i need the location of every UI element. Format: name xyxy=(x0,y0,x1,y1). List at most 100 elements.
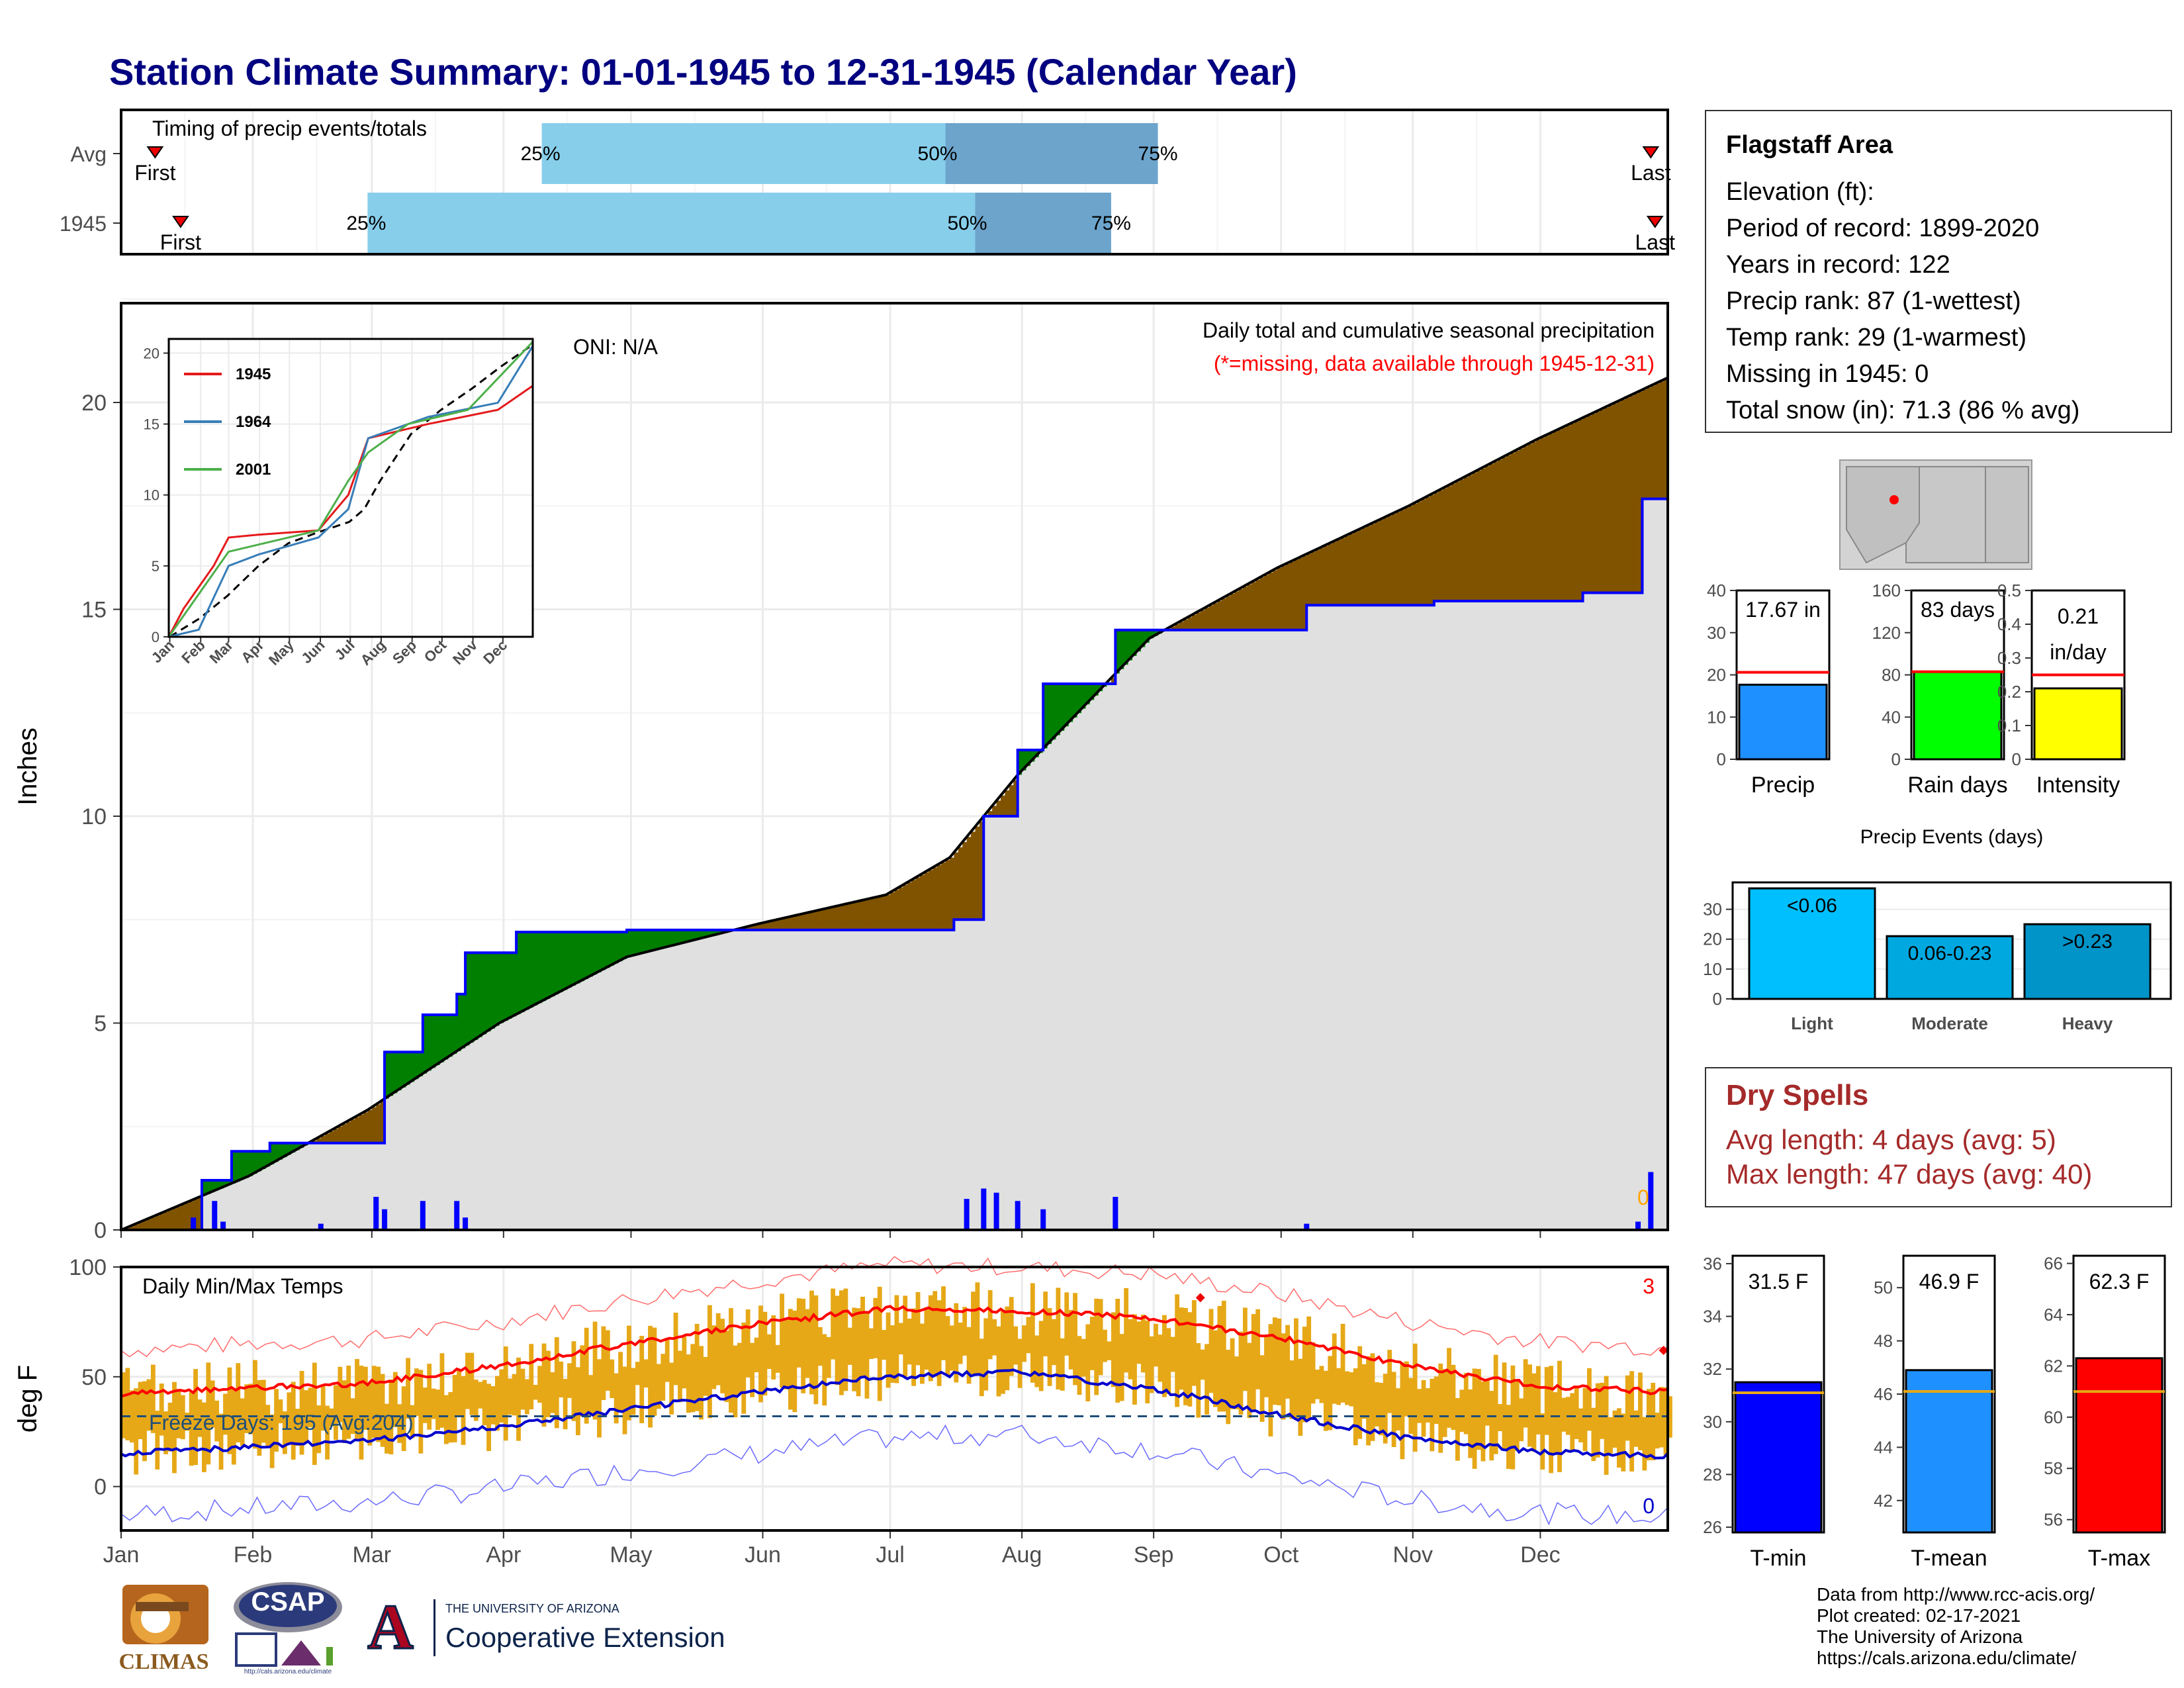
surplus-area xyxy=(597,932,602,972)
cumulative-area xyxy=(1531,601,1537,1230)
deficit-area xyxy=(1370,524,1375,606)
cumulative-area xyxy=(1132,655,1138,1230)
surplus-area xyxy=(1030,750,1035,762)
deficit-area xyxy=(1183,619,1189,630)
deficit-area xyxy=(975,826,980,920)
cumulative-area xyxy=(461,1048,466,1230)
x-tick-label: Dec xyxy=(1520,1542,1560,1568)
cumulative-area xyxy=(601,970,606,1230)
deficit-area xyxy=(1187,617,1193,630)
cumulative-area xyxy=(1217,630,1222,1230)
surplus-area xyxy=(1115,630,1120,674)
cumulative-area xyxy=(1068,722,1073,1230)
record-marker xyxy=(1659,1346,1668,1356)
deficit-area xyxy=(1298,557,1303,630)
inset-y-tick: 20 xyxy=(144,345,159,361)
daily-temp-bar xyxy=(1154,1323,1158,1367)
daily-temp-bar xyxy=(1073,1293,1077,1385)
cumulative-area xyxy=(1502,601,1507,1230)
cumulative-area xyxy=(1221,630,1226,1230)
deficit-area xyxy=(1600,409,1605,593)
surplus-area xyxy=(639,929,645,954)
cumulative-area xyxy=(227,1185,232,1230)
daily-temp-bar xyxy=(639,1336,645,1423)
daily-precip-bar xyxy=(981,1188,987,1230)
cumulative-area xyxy=(278,1159,283,1230)
surplus-area xyxy=(656,929,661,950)
timing-bar-q2 xyxy=(945,123,1158,184)
summary-y-tick: 0.2 xyxy=(1997,682,2021,702)
surplus-area xyxy=(1068,684,1073,722)
daily-temp-bar xyxy=(945,1316,950,1376)
timing-row-label: Avg xyxy=(70,142,107,166)
summary-y-tick: 0 xyxy=(1891,749,1901,769)
deficit-area xyxy=(775,919,780,930)
daily-temp-bar xyxy=(664,1338,670,1382)
record-high-count: 3 xyxy=(1643,1274,1655,1298)
surplus-area xyxy=(410,1052,415,1082)
deficit-area xyxy=(1361,528,1367,606)
surplus-area xyxy=(660,929,666,949)
surplus-area xyxy=(287,1143,292,1155)
cumulative-area xyxy=(1638,592,1643,1230)
daily-temp-bar xyxy=(1230,1338,1235,1409)
daily-temp-bar xyxy=(1587,1368,1592,1431)
deficit-area xyxy=(1459,479,1465,601)
info-line: Total snow (in): 71.3 (86 % avg) xyxy=(1726,397,2080,424)
cumulative-area xyxy=(1052,739,1057,1230)
csap-logo-text: CSAP xyxy=(251,1587,325,1617)
daily-temp-bar xyxy=(1285,1325,1290,1399)
cumulative-area xyxy=(385,1098,390,1230)
surplus-area xyxy=(1149,630,1154,639)
x-tick-label: Jun xyxy=(745,1542,781,1568)
daily-temp-bar xyxy=(898,1323,903,1355)
cumulative-area xyxy=(524,1009,529,1230)
cumulative-area xyxy=(1430,605,1435,1230)
inset-frame xyxy=(167,338,534,638)
cumulative-area xyxy=(941,929,946,1230)
cumulative-area xyxy=(1128,660,1133,1230)
cumulative-area xyxy=(936,929,942,1230)
daily-temp-bar xyxy=(1612,1410,1617,1448)
deficit-area xyxy=(1438,490,1443,601)
events-y-tick: 30 xyxy=(1703,900,1722,919)
daily-temp-bar xyxy=(341,1380,347,1443)
deficit-area xyxy=(176,1206,181,1230)
surplus-area xyxy=(223,1180,228,1187)
summary-value-label: 62.3 F xyxy=(2089,1270,2150,1293)
daily-temp-bar xyxy=(448,1391,453,1443)
deficit-area xyxy=(945,860,950,930)
cumulative-area xyxy=(1238,630,1244,1230)
precip-annotation: Daily total and cumulative seasonal prec… xyxy=(1203,318,1655,342)
deficit-area xyxy=(355,1117,360,1143)
daily-temp-bar xyxy=(473,1380,478,1421)
deficit-area xyxy=(1646,387,1651,499)
timing-marker-label: First xyxy=(160,230,201,254)
cumulative-area xyxy=(924,929,929,1230)
deficit-area xyxy=(924,872,929,930)
inset-legend-label: 1945 xyxy=(236,365,271,383)
surplus-area xyxy=(443,1015,449,1060)
daily-precip-bar xyxy=(318,1223,324,1230)
deficit-area xyxy=(1540,438,1545,601)
timing-row-label: 1945 xyxy=(60,212,107,236)
daily-precip-bar xyxy=(1648,1172,1654,1230)
surplus-area xyxy=(614,932,619,964)
daily-temp-bar xyxy=(1366,1356,1371,1446)
deficit-area xyxy=(1001,795,1006,816)
cumulative-area xyxy=(206,1194,211,1230)
surplus-area xyxy=(550,932,555,997)
daily-temp-bar xyxy=(1306,1316,1312,1419)
cumulative-area xyxy=(1315,605,1320,1230)
daily-temp-bar xyxy=(134,1388,139,1475)
cumulative-area xyxy=(1332,605,1337,1230)
deficit-area xyxy=(1480,468,1486,601)
deficit-area xyxy=(1493,461,1498,601)
daily-temp-bar xyxy=(868,1328,874,1359)
deficit-area xyxy=(1417,501,1422,606)
daily-temp-bar xyxy=(890,1325,895,1383)
surplus-area xyxy=(694,929,700,940)
summary-y-tick: 48 xyxy=(1874,1331,1893,1351)
surplus-area xyxy=(1132,630,1138,656)
daily-temp-bar xyxy=(673,1312,678,1385)
